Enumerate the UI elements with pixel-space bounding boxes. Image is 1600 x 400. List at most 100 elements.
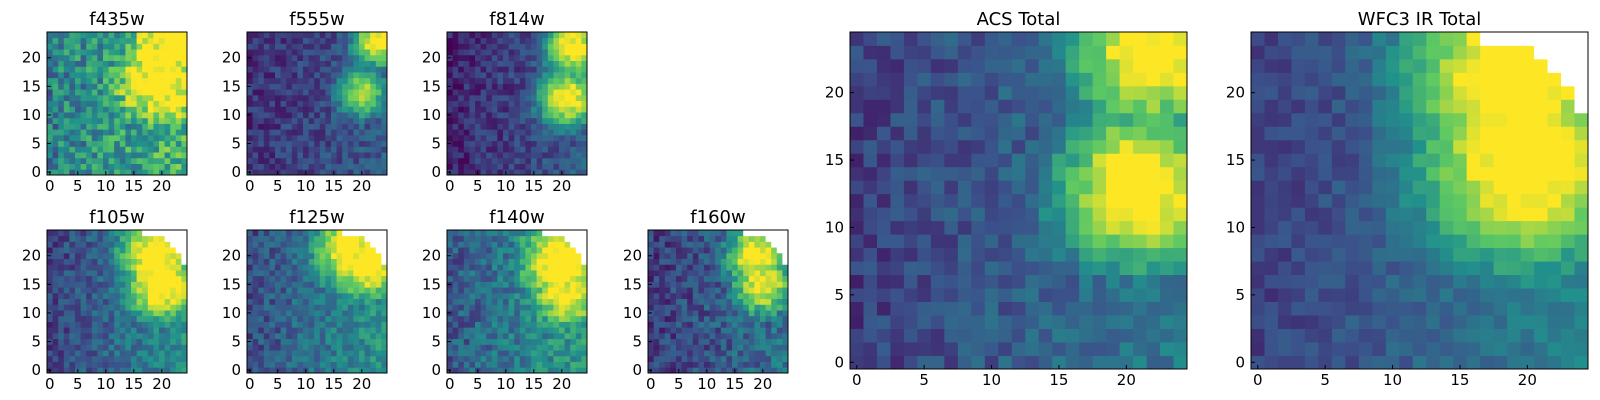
heatmap-cell (458, 100, 465, 107)
heatmap-cell (347, 287, 354, 294)
heatmap-cell (342, 146, 349, 153)
heatmap-cell (570, 54, 577, 61)
heatmap-cell (153, 270, 160, 277)
heatmap-cell (247, 247, 253, 254)
heatmap-cell (153, 146, 160, 153)
heatmap-cell (519, 275, 526, 282)
heatmap-cell (269, 327, 276, 334)
heatmap-cell (291, 292, 298, 300)
heatmap-cell (97, 43, 104, 50)
heatmap-cell (581, 32, 588, 39)
heatmap-cell (119, 361, 126, 368)
heatmap-cell (147, 321, 154, 328)
heatmap-cell (319, 281, 326, 288)
heatmap-cell (531, 66, 537, 73)
heatmap-cell (1173, 193, 1188, 208)
heatmap-cell (75, 123, 81, 130)
heatmap-cell (97, 134, 104, 142)
heatmap-cell (247, 332, 253, 340)
heatmap-cell (748, 338, 755, 345)
heatmap-cell (559, 252, 565, 259)
heatmap-cell (575, 60, 582, 67)
heatmap-cell (131, 94, 137, 102)
heatmap-cell (575, 241, 582, 248)
heatmap-cell (63, 338, 70, 345)
heatmap-cell (303, 94, 309, 102)
heatmap-cell (687, 235, 694, 242)
heatmap-cell (114, 247, 121, 254)
heatmap-cell (347, 350, 354, 357)
heatmap-cell (452, 304, 459, 311)
heatmap-cell (570, 241, 577, 248)
heatmap-cell (164, 43, 171, 50)
heatmap-cell (147, 89, 154, 96)
x-tick-label: 15 (324, 177, 343, 195)
heatmap-cell (353, 230, 360, 237)
heatmap-cell (336, 252, 343, 259)
heatmap-cell (331, 310, 337, 317)
heatmap-cell (570, 298, 577, 305)
heatmap-cell (58, 163, 65, 170)
heatmap-cell (125, 169, 132, 176)
heatmap-cell (370, 77, 377, 84)
heatmap-cell (491, 247, 498, 254)
heatmap-cell (308, 327, 315, 334)
heatmap-cell (164, 315, 171, 322)
heatmap-cell (452, 235, 459, 242)
heatmap-cell (930, 207, 945, 222)
heatmap-cell (86, 230, 93, 237)
heatmap-cell (280, 169, 287, 176)
heatmap-cell (519, 123, 526, 130)
heatmap-cell (275, 77, 281, 84)
heatmap-cell (564, 106, 571, 113)
heatmap-cell (252, 83, 259, 90)
heatmap-cell (47, 32, 53, 39)
heatmap-cell (760, 327, 766, 334)
heatmap-cell (80, 241, 87, 248)
heatmap-cell (765, 264, 772, 271)
heatmap-cell (319, 350, 326, 357)
heatmap-cell (709, 270, 716, 277)
heatmap-cell (903, 139, 918, 154)
heatmap-cell (681, 264, 688, 271)
heatmap-cell (181, 112, 188, 119)
panel-title: f160w (690, 207, 745, 228)
heatmap-cell (58, 129, 65, 136)
heatmap-cell (342, 350, 349, 357)
heatmap-cell (381, 361, 388, 368)
heatmap-cell (347, 152, 354, 159)
heatmap-cell (308, 66, 315, 73)
heatmap-cell (342, 37, 349, 44)
heatmap-cell (142, 117, 149, 124)
heatmap-cell (153, 66, 160, 73)
heatmap-cell (771, 241, 778, 248)
heatmap-cell (732, 298, 738, 305)
heatmap-cell (486, 270, 493, 277)
heatmap-cell (863, 193, 878, 208)
heatmap-cell (475, 89, 481, 96)
heatmap-cell (308, 134, 315, 142)
heatmap-cell (659, 298, 666, 305)
heatmap-cell (463, 54, 470, 61)
heatmap-cell (581, 83, 588, 90)
heatmap-cell (75, 152, 81, 159)
heatmap-cell (170, 83, 177, 90)
heatmap-cell (890, 112, 905, 127)
heatmap-cell (486, 169, 493, 176)
y-tick-label: 20 (22, 49, 41, 67)
heatmap-cell (1146, 288, 1161, 302)
heatmap-cell (252, 117, 259, 124)
heatmap-cell (743, 327, 750, 334)
heatmap-cell (737, 315, 744, 322)
heatmap-cell (564, 355, 571, 362)
heatmap-cell (342, 292, 349, 300)
heatmap-cell (760, 298, 766, 305)
heatmap-cell (114, 304, 121, 311)
heatmap-cell (47, 134, 53, 142)
heatmap-cell (164, 287, 171, 294)
heatmap-cell (971, 301, 986, 316)
heatmap-cell (670, 298, 677, 305)
heatmap-cell (353, 60, 360, 67)
heatmap-cell (497, 60, 504, 67)
heatmap-cell (159, 77, 165, 84)
